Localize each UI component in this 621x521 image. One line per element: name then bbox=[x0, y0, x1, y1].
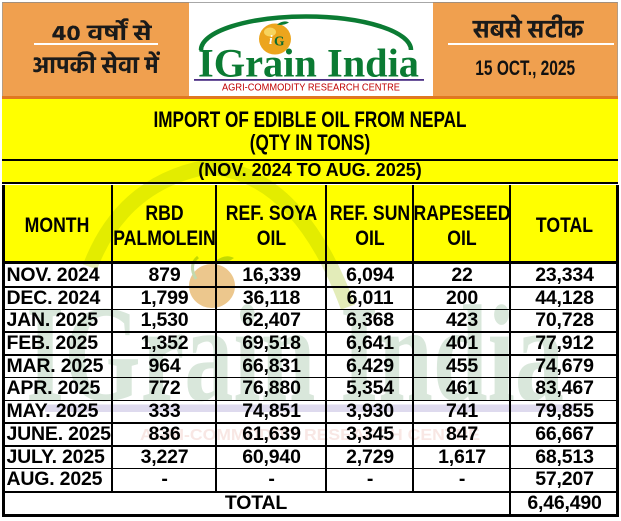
svg-text:i: i bbox=[269, 32, 273, 47]
svg-text:G: G bbox=[274, 34, 285, 49]
svg-text:IGrain India: IGrain India bbox=[198, 41, 419, 86]
svg-text:AGRI-COMMODITY RESEARCH CENTRE: AGRI-COMMODITY RESEARCH CENTRE bbox=[222, 83, 400, 94]
